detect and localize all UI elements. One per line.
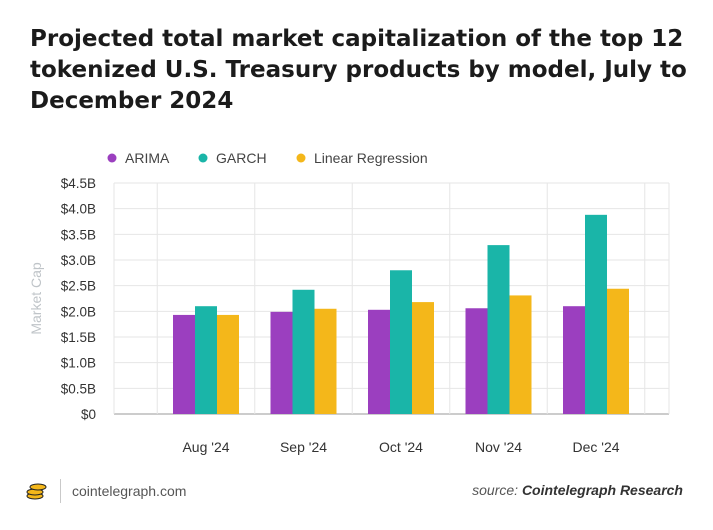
legend-label-1: ARIMA (125, 150, 170, 166)
footer-source: source: Cointelegraph Research (472, 482, 683, 498)
bar-linear-regression-3 (412, 302, 434, 414)
y-tick-label: $3.0B (61, 253, 96, 268)
footer-divider (60, 479, 61, 503)
cointelegraph-coins-icon (26, 483, 47, 500)
bar-arima-4 (465, 308, 488, 414)
bar-linear-regression-2 (314, 308, 337, 414)
bar-arima-1 (173, 314, 195, 414)
y-tick-label: $0.5B (61, 381, 96, 396)
y-tick-label: $0 (81, 407, 96, 422)
chart-title: Projected total market capitalization of… (30, 26, 687, 114)
y-tick-label: $2.5B (61, 279, 96, 294)
x-tick-label: Nov '24 (475, 439, 522, 455)
bar-garch-3 (390, 270, 412, 414)
y-tick-label: $4.5B (61, 176, 96, 191)
y-tick-label: $3.5B (61, 227, 96, 242)
bar-garch-1 (195, 306, 217, 414)
legend-marker-3 (296, 153, 306, 163)
footer-site-link[interactable]: cointelegraph.com (72, 483, 187, 499)
source-prefix: source: (472, 482, 519, 498)
bar-arima-3 (368, 309, 390, 414)
bar-garch-2 (292, 289, 315, 414)
legend-label-3: Linear Regression (314, 150, 428, 166)
bar-arima-2 (270, 311, 293, 414)
bar-garch-4 (487, 245, 510, 414)
bar-linear-regression-1 (217, 314, 239, 414)
y-tick-label: $1.5B (61, 330, 96, 345)
bar-garch-5 (585, 214, 607, 414)
bar-arima-5 (563, 306, 585, 414)
y-tick-label: $4.0B (61, 202, 96, 217)
x-tick-label: Sep '24 (280, 439, 327, 455)
y-tick-label: $1.0B (61, 356, 96, 371)
y-axis-label: Market Cap (28, 262, 44, 335)
source-name: Cointelegraph Research (521, 482, 683, 498)
legend-marker-1 (107, 153, 117, 163)
x-tick-label: Dec '24 (572, 439, 619, 455)
x-tick-label: Oct '24 (379, 439, 423, 455)
bar-linear-regression-4 (509, 295, 532, 414)
legend-label-2: GARCH (216, 150, 267, 166)
x-tick-label: Aug '24 (182, 439, 229, 455)
bar-linear-regression-5 (607, 288, 629, 414)
y-tick-label: $2.0B (61, 304, 96, 319)
bar-chart: ARIMA GARCH Linear Regression $0 $0.5B $1.0B $… (28, 150, 670, 455)
legend-marker-2 (198, 153, 208, 163)
